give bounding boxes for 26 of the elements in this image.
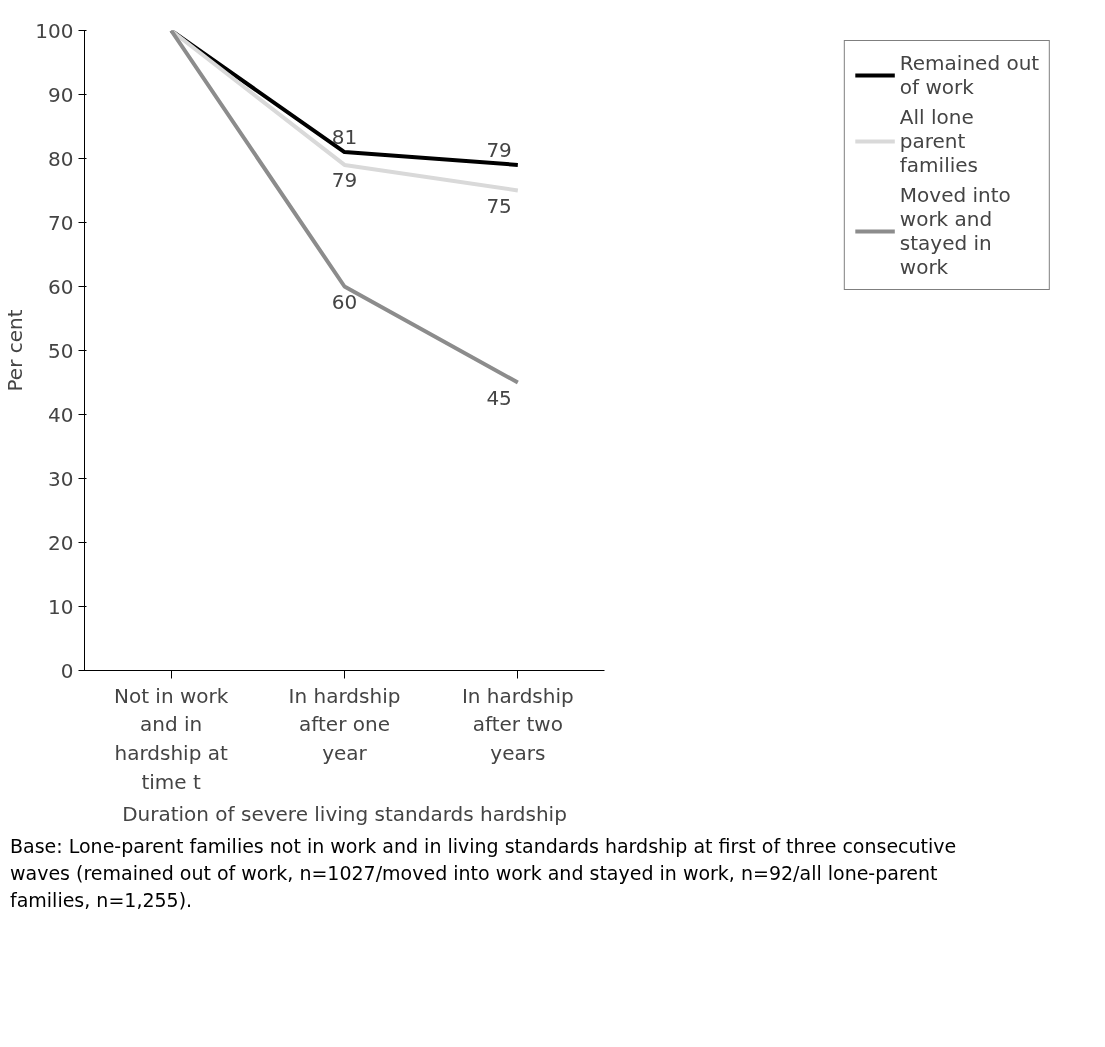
data-label: 45 (486, 385, 512, 410)
y-tick-label: 20 (48, 530, 74, 555)
x-tick-label: In hardship after one year (288, 683, 401, 766)
legend-label: Moved into work and stayed in work (899, 183, 1011, 279)
y-axis-title: Per cent (3, 309, 28, 392)
data-label: 75 (486, 193, 512, 218)
legend-label: Remained out of work (899, 51, 1040, 99)
y-tick-label: 0 (60, 658, 74, 683)
y-tick-label: 40 (48, 402, 74, 427)
x-tick-label: In hardship after two years (461, 683, 574, 766)
legend-label: All lone parent families (899, 105, 978, 177)
data-label: 79 (331, 167, 358, 192)
x-axis-title: Duration of severe living standards hardship (122, 801, 567, 826)
data-label: 79 (486, 137, 512, 162)
y-tick-label: 90 (48, 82, 74, 107)
y-tick-label: 100 (35, 18, 74, 43)
y-tick-label: 70 (48, 210, 74, 235)
data-label: 60 (331, 289, 358, 314)
y-tick-label: 10 (48, 594, 74, 619)
y-tick-label: 80 (48, 146, 74, 171)
y-tick-label: 60 (48, 274, 74, 299)
x-tick-label: Not in work and in hardship at time t (113, 683, 229, 794)
y-tick-label: 30 (48, 466, 74, 491)
y-tick-label: 50 (48, 338, 74, 363)
text: Base: Lone-parent families not in work and in living standards hardship at first of three consecutive waves (remained out of work, n=1027/moved into work and stayed in work, n=92/all lone-parent families, n=1,255). (10, 834, 958, 914)
data-label: 81 (331, 125, 358, 150)
